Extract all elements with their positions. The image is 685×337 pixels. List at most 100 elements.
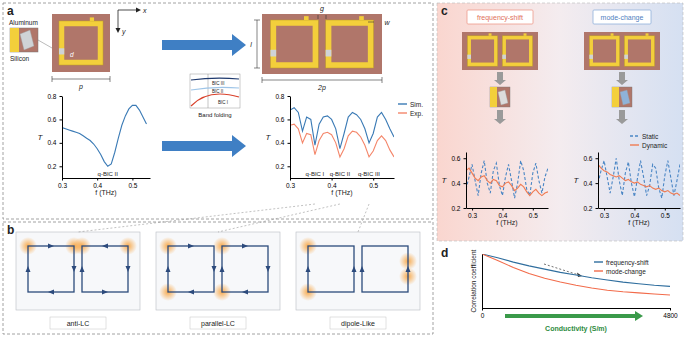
- legend-label: Static: [642, 133, 659, 140]
- axis-line: [467, 208, 549, 209]
- band-inset: [190, 74, 240, 108]
- tick-label: 4800: [663, 312, 678, 319]
- axis-line: [63, 178, 151, 179]
- ring-stub: [524, 33, 527, 35]
- tick-mark: [60, 166, 63, 167]
- tick-mark: [596, 208, 599, 209]
- dimension-line: [262, 77, 263, 83]
- current-arrow: [126, 266, 131, 272]
- silicon-gap: [326, 50, 332, 57]
- tick-mark: [332, 178, 333, 181]
- tick-label: 0.2: [47, 163, 56, 170]
- band-label: BIC II: [212, 89, 223, 94]
- legend: StaticDynamic: [630, 133, 668, 150]
- y-axis: 0.20.40.6: [451, 153, 466, 212]
- current-loop: [168, 246, 214, 292]
- tick: 0.2: [583, 205, 598, 212]
- panel-background: [437, 3, 683, 241]
- tick-label: 0.2: [583, 205, 592, 212]
- tick: 0.5: [661, 208, 670, 219]
- axis-line: [62, 97, 63, 179]
- tick: 0.8: [47, 93, 62, 100]
- x-axis: 0.30.40.5: [58, 178, 151, 189]
- current-arrow: [48, 244, 54, 249]
- axis-line: [598, 153, 599, 209]
- current-arrow: [360, 266, 365, 272]
- tick-label: 0.6: [275, 116, 284, 123]
- series-line: [482, 254, 670, 295]
- x-axis: 0.30.40.5: [599, 208, 681, 219]
- panel-label: d: [441, 246, 448, 260]
- mode-label-box: [50, 317, 106, 329]
- band-curve: [191, 94, 239, 106]
- dimension-label: d: [70, 51, 74, 58]
- legend-swatch: [594, 270, 603, 271]
- dimension-label: l: [250, 41, 252, 48]
- chart: 0.30.40.50.20.40.6f (THz)T: [442, 153, 549, 228]
- legend-swatch: [594, 261, 603, 262]
- panel-b: banti-LCparallel-LCdipole-Like: [3, 204, 433, 334]
- tick-label: 0.5: [128, 182, 137, 189]
- axis-line: [290, 97, 291, 179]
- silicon-gap: [624, 55, 628, 59]
- band-label: BIC III: [212, 81, 225, 86]
- axis-line: [483, 308, 671, 309]
- current-arrow: [80, 266, 85, 272]
- material-label: Silicon: [10, 55, 30, 62]
- tick: 0.6: [275, 116, 290, 123]
- silicon-gap: [270, 50, 276, 57]
- dimension-label: 2p: [317, 84, 326, 92]
- band-title: Band folding: [198, 112, 231, 118]
- plot-area: [482, 254, 670, 295]
- dimension-line: [52, 79, 110, 80]
- coord-head: [116, 28, 121, 33]
- current-arrow: [306, 266, 311, 272]
- panel-a: aAluminumSiliconpdxy2plgwBIC IIIBIC IIBI…: [3, 3, 433, 219]
- tick: 0.4: [451, 180, 466, 187]
- mode-diagram: anti-LC: [16, 232, 140, 329]
- legend-swatch: [630, 135, 639, 136]
- tick-mark: [288, 96, 291, 97]
- tick-mark: [464, 183, 467, 184]
- tick-mark: [464, 158, 467, 159]
- series-line: [290, 124, 394, 157]
- ring-stub: [359, 16, 364, 20]
- tick: 0.8: [275, 93, 290, 100]
- silicon-gap: [589, 55, 593, 59]
- current-arrow: [26, 266, 31, 272]
- tick: 0.2: [275, 163, 290, 170]
- zoom-aluminum: [612, 87, 619, 107]
- tick: 0.4: [583, 180, 598, 187]
- tick-label: 0.5: [661, 212, 670, 219]
- dimension-line: [382, 77, 383, 83]
- conductivity-bar: [505, 314, 635, 318]
- arrow: [494, 110, 506, 124]
- arrow: [162, 34, 246, 56]
- tick-label: 0.3: [600, 212, 609, 219]
- tag-box: [593, 10, 651, 24]
- ring: [270, 20, 318, 68]
- silicon-gap: [502, 55, 506, 59]
- plot-area: [290, 108, 394, 157]
- ring: [59, 21, 103, 65]
- silicon-gap: [59, 48, 64, 54]
- zoom-aluminum: [490, 87, 497, 107]
- current-arrow: [188, 290, 194, 295]
- tick: 0: [481, 308, 485, 319]
- series-line: [290, 108, 394, 149]
- current-arrow: [72, 266, 77, 272]
- tag-label: frequency-shift: [477, 14, 523, 22]
- tick: 0.3: [468, 208, 477, 219]
- ring-stub: [90, 17, 94, 21]
- ring-inner: [628, 39, 651, 62]
- ring: [624, 36, 654, 66]
- silicon-gap: [467, 55, 471, 59]
- mode-frame: [296, 232, 420, 310]
- coord-head: [136, 8, 141, 13]
- ring-inner: [64, 26, 98, 60]
- tick-label: 0.6: [451, 155, 460, 162]
- tick-label: 0.8: [47, 93, 56, 100]
- legend-label: mode-change: [606, 268, 646, 276]
- dimension-line: [257, 20, 258, 68]
- axis-line: [466, 153, 467, 209]
